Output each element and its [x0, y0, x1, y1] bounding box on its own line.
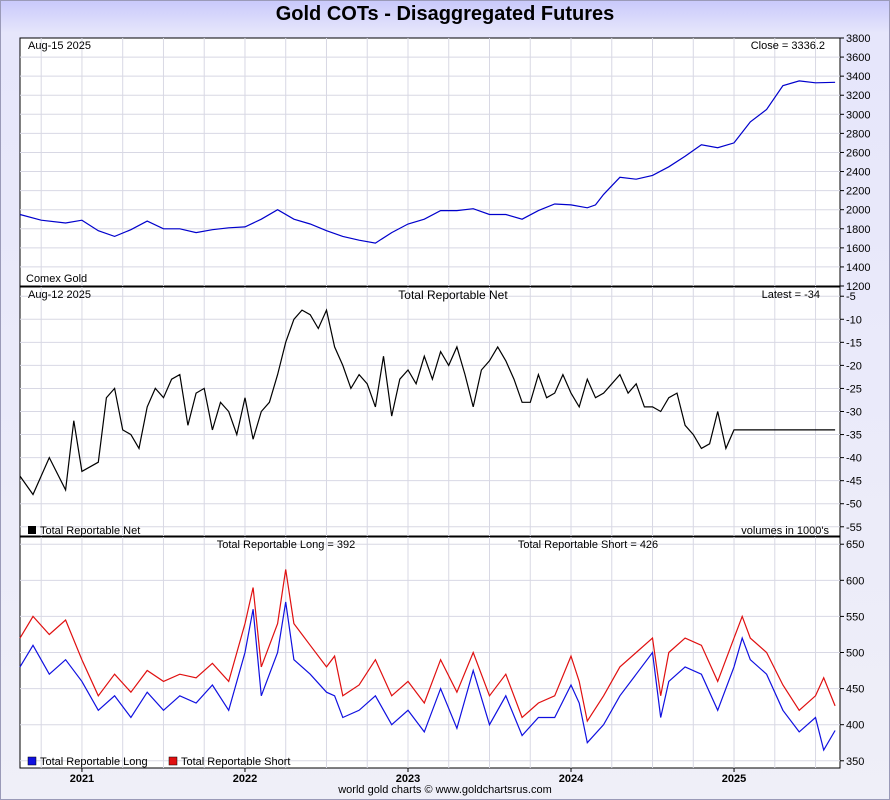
y-tick-label: 3000	[846, 109, 870, 121]
x-tick-label: 2022	[233, 773, 257, 785]
y-tick-label: -10	[846, 314, 862, 326]
net-latest-readout: Latest = -34	[762, 289, 820, 301]
y-tick-label: -15	[846, 337, 862, 349]
y-tick-label: 450	[846, 684, 864, 696]
page-title: Gold COTs - Disaggregated Futures	[275, 3, 615, 25]
long-position-line	[19, 601, 836, 752]
long-legend-label: Total Reportable Long	[40, 756, 148, 768]
y-tick-label: 3600	[846, 52, 870, 64]
price-series-label: Comex Gold	[26, 273, 87, 285]
price-date-label: Aug-15 2025	[28, 40, 91, 52]
x-tick-label: 2021	[70, 773, 94, 785]
net-date-label: Aug-12 2025	[28, 289, 91, 301]
y-tick-label: 3200	[846, 90, 870, 102]
net-legend-swatch	[28, 526, 36, 534]
y-tick-label: 2400	[846, 167, 870, 179]
y-tick-label: 2600	[846, 147, 870, 159]
y-tick-label: -55	[846, 522, 862, 534]
y-tick-label: 3800	[846, 33, 870, 45]
y-tick-label: 1600	[846, 243, 870, 255]
y-tick-label: 1800	[846, 224, 870, 236]
short-legend-swatch	[168, 756, 178, 766]
long-legend-swatch	[27, 756, 37, 766]
net-panel-title: Total Reportable Net	[398, 288, 508, 302]
y-tick-label: -25	[846, 383, 862, 395]
long-latest-readout: Total Reportable Long = 392	[217, 539, 356, 551]
x-tick-label: 2024	[559, 773, 584, 785]
short-latest-readout: Total Reportable Short = 426	[518, 539, 658, 551]
y-tick-label: -30	[846, 407, 862, 419]
y-tick-label: -20	[846, 360, 862, 372]
x-tick-label: 2025	[722, 773, 746, 785]
panel-1-plot-area	[19, 37, 841, 287]
net-legend-label: Total Reportable Net	[40, 525, 140, 537]
net-position-line	[19, 308, 836, 496]
y-tick-label: 400	[846, 720, 864, 732]
y-tick-label: 2200	[846, 186, 870, 198]
y-tick-label: 550	[846, 611, 864, 623]
short-legend-label: Total Reportable Short	[181, 756, 290, 768]
y-tick-label: 650	[846, 539, 864, 551]
y-tick-label: 600	[846, 575, 864, 587]
y-tick-label: -50	[846, 499, 862, 511]
y-tick-label: 2000	[846, 205, 870, 217]
y-tick-label: -45	[846, 476, 862, 488]
short-position-line	[19, 569, 836, 723]
x-tick-label: 2023	[396, 773, 420, 785]
y-tick-label: 1400	[846, 262, 870, 274]
y-tick-label: 3400	[846, 71, 870, 83]
price-close-readout: Close = 3336.2	[751, 40, 825, 52]
y-tick-label: 350	[846, 756, 864, 768]
y-tick-label: -35	[846, 430, 862, 442]
footer-credit: world gold charts © www.goldchartsrus.co…	[338, 784, 552, 796]
gold-price-line	[19, 80, 836, 244]
y-tick-label: -5	[846, 291, 856, 303]
y-tick-label: 2800	[846, 128, 870, 140]
volume-unit-note: volumes in 1000's	[741, 525, 829, 537]
y-tick-label: 500	[846, 648, 864, 660]
y-tick-label: 1200	[846, 281, 870, 293]
y-tick-label: -40	[846, 453, 862, 465]
